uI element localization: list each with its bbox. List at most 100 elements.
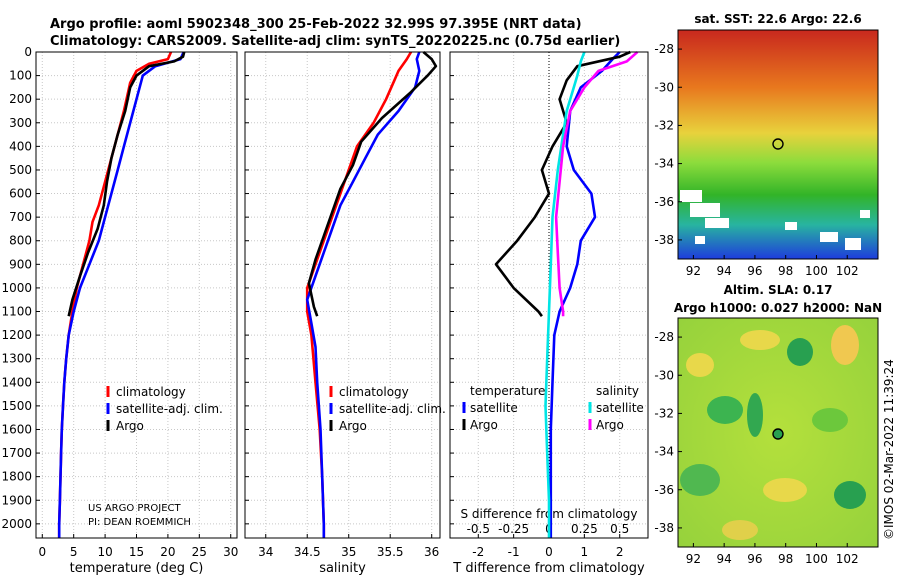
legend-label-climatology: climatology [339,385,409,399]
sla_map-y-tick-label: -34 [654,445,674,459]
difference-x-tick-label: 2 [616,545,624,559]
sst-map: 92 94 96 98 100 102 -28 -30 -32 -34 -36 -38 [654,29,879,278]
y-tick-label: 200 [9,92,32,106]
sla_map-y-tick-label: -32 [654,406,674,420]
difference-series-sat_sal [544,51,586,538]
sla_map-y-tick-label: -30 [654,368,674,382]
temperature-x-tick-label: 30 [223,545,238,559]
y-tick-label: 1900 [1,493,32,507]
salinity-diff-tick-label: -0.5 [467,522,490,536]
legend-label-argo: Argo [116,419,144,433]
temperature-xlabel: temperature (deg C) [70,561,204,576]
y-tick-label: 700 [9,210,32,224]
temperature-x-tick-label: 25 [192,545,207,559]
difference-xlabel: T difference from climatology [452,561,645,576]
legend-label-argo: Argo [339,419,367,433]
sst_map-y-tick-label: -38 [654,233,674,247]
temperature-series-satellite [57,51,185,538]
sst-map-title: sat. SST: 22.6 Argo: 22.6 [694,12,861,26]
salinity-x-tick-label: 34.5 [294,545,321,559]
temperature-x-tick-label: 5 [70,545,78,559]
sst_map-y-tick-label: -32 [654,118,674,132]
y-tick-label: 800 [9,234,32,248]
y-tick-label: 1100 [1,305,32,319]
difference-panel: -2 -1 0 1 2-0.5 -0.25 0 0.25 0.5S difference fro… [449,50,649,576]
sst_map-x-tick-label: 102 [836,264,859,278]
sst-map-frame [677,29,879,260]
temperature-series-argo [67,51,186,317]
sla-map-frame [677,317,879,548]
y-tick-label: 1000 [1,281,32,295]
legend-label-satellite: satellite-adj. clim. [116,402,223,416]
sla-map: 92 94 96 98 100 102 -28 -30 -32 -34 -36 -38 [654,317,879,566]
sla-map-title-2: Argo h1000: 0.027 h2000: NaN [674,301,882,315]
difference-x-tick-label: -2 [472,545,484,559]
legend-label-S-argo_sal: Argo [596,418,624,432]
salinity-x-tick-label: 36 [424,545,439,559]
sst_map-x-tick-label: 94 [717,264,732,278]
difference-x-tick-label: -1 [508,545,520,559]
salinity-series-argo [307,51,438,317]
legend-label-satellite: satellite-adj. clim. [339,402,446,416]
temperature-x-tick-label: 15 [129,545,144,559]
sst_map-x-tick-label: 96 [747,264,762,278]
sst_map-x-tick-label: 100 [805,264,828,278]
sst_map-x-tick-label: 98 [778,264,793,278]
y-tick-label: 2000 [1,517,32,531]
sla_map-x-tick-label: 102 [836,552,859,566]
salinity-x-tick-label: 35 [341,545,356,559]
y-tick-label: 600 [9,187,32,201]
y-tick-label: 1800 [1,470,32,484]
salinity-panel: 34 34.5 35 35.5 36 salinity climatology satelli… [244,51,446,576]
sla_map-x-tick-label: 98 [778,552,793,566]
header-line-1: Argo profile: aoml 5902348_300 25-Feb-20… [50,17,582,32]
sst-argo-marker [772,138,784,150]
y-tick-label: 1700 [1,446,32,460]
y-tick-label: 1200 [1,328,32,342]
difference-series-argo_sal [554,51,639,317]
legend-label-T-argo: Argo [470,418,498,432]
header-line-2: Climatology: CARS2009. Satellite-adj cli… [50,34,620,49]
sst_map-x-tick-label: 92 [686,264,701,278]
sst_map-y-tick-label: -34 [654,157,674,171]
footnote-line: PI: DEAN ROEMMICH [88,517,191,528]
sla_map-y-tick-label: -36 [654,483,674,497]
y-tick-label: 1300 [1,352,32,366]
y-tick-label: 1600 [1,422,32,436]
salinity-frame [244,51,441,539]
sst-map-land-gaps [680,190,870,250]
sla_map-x-tick-label: 94 [717,552,732,566]
sla_map-x-tick-label: 92 [686,552,701,566]
sla_map-x-tick-label: 100 [805,552,828,566]
temperature-panel: 0100200300400500600700800900100011001200… [1,45,238,576]
legend-label-T-satellite: satellite [470,401,518,415]
y-tick-label: 300 [9,116,32,130]
difference-series-satellite [549,51,621,538]
legend-label-climatology: climatology [116,385,186,399]
difference-x-tick-label: 1 [581,545,589,559]
sst_map-y-tick-label: -30 [654,80,674,94]
temperature-frame [35,51,238,539]
sla_map-y-tick-label: -28 [654,330,674,344]
y-tick-label: 1400 [1,375,32,389]
salinity-diff-tick-label: 0.25 [571,522,598,536]
sla_map-y-tick-label: -38 [654,521,674,535]
sla-map-title-1: Altim. SLA: 0.17 [724,283,833,297]
sla-map-axes: 92 94 96 98 100 102 -28 -30 -32 -34 -36 -38 [654,330,858,566]
sst_map-y-tick-label: -36 [654,195,674,209]
footnote-line: US ARGO PROJECT [88,503,182,514]
side-copyright-label: ©IMOS 02-Mar-2022 11:39:24 [882,359,896,540]
temperature-x-tick-label: 10 [97,545,112,559]
salinity-xlabel: salinity [319,561,366,576]
sla-map-eddies [680,325,866,540]
salinity-diff-tick-label: -0.25 [498,522,529,536]
salinity-x-tick-label: 35.5 [377,545,404,559]
difference-series-argo [494,50,631,317]
y-tick-label: 0 [24,45,32,59]
y-tick-label: 100 [9,69,32,83]
y-tick-label: 900 [9,257,32,271]
temperature-x-tick-label: 20 [160,545,175,559]
salinity-plot-background [245,52,440,538]
legend-title-temperature: temperature [470,384,545,398]
